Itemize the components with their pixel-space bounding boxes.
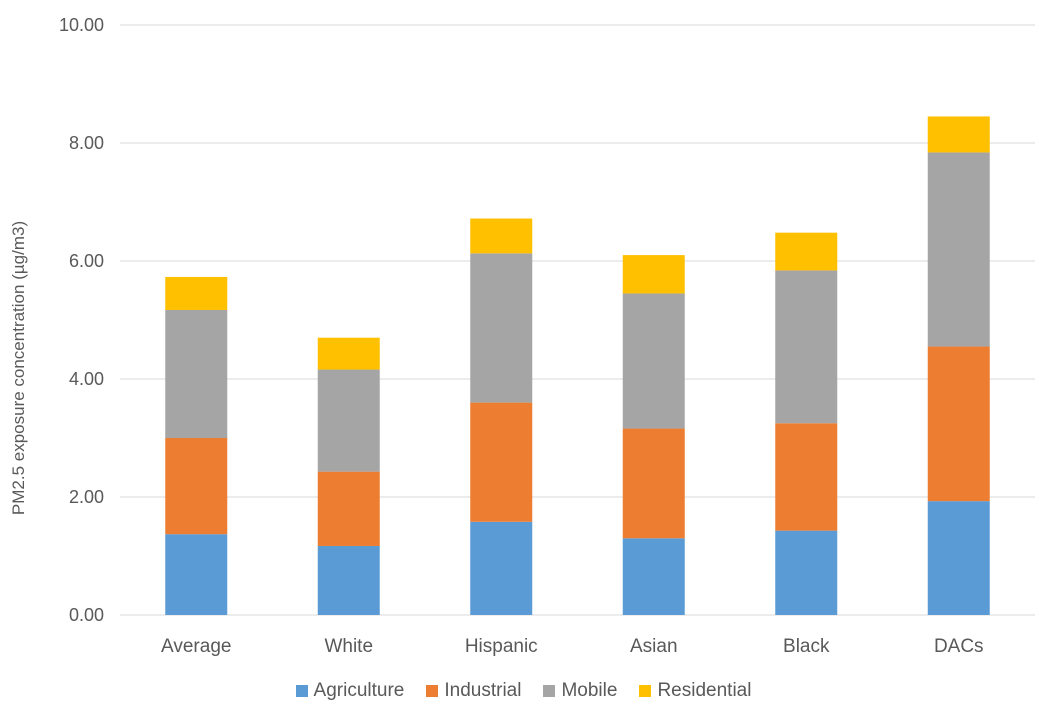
legend-label: Mobile <box>561 680 618 701</box>
bar-segment-industrial-black <box>775 423 838 531</box>
bar-segment-agriculture-white <box>317 545 380 615</box>
stacked-bar-chart: 0.00 2.00 4.00 6.00 8.00 10.00 Average White Hi… <box>9 15 1035 657</box>
bar-segment-residential-asian <box>622 255 685 294</box>
y-tick-label: 0.00 <box>69 605 104 625</box>
x-category-label: Average <box>161 636 231 657</box>
y-tick-label: 4.00 <box>69 369 104 389</box>
x-category-label: Hispanic <box>465 636 538 657</box>
bar-segment-residential-white <box>317 337 380 370</box>
x-axis-category-labels: Average White Hispanic Asian Black DACs <box>161 636 984 657</box>
legend-item-mobile: Mobile <box>543 680 617 702</box>
legend-swatch <box>295 685 308 697</box>
bar-segment-mobile-asian <box>622 293 685 429</box>
x-category-label: White <box>324 636 373 657</box>
y-tick-label: 6.00 <box>69 251 104 271</box>
legend-swatch <box>426 685 439 697</box>
gridlines <box>120 24 1035 616</box>
bar-segment-agriculture-average <box>165 534 228 615</box>
y-tick-label: 8.00 <box>69 133 104 153</box>
y-tick-label: 2.00 <box>69 487 104 507</box>
x-category-label: Black <box>783 636 830 657</box>
bar-segment-mobile-dacs <box>927 152 990 347</box>
x-category-label: DACs <box>934 636 984 657</box>
bar-segment-mobile-average <box>165 309 228 438</box>
legend-swatch <box>639 685 652 697</box>
legend-label: Agriculture <box>313 680 405 701</box>
bar-segment-mobile-hispanic <box>470 253 533 403</box>
bar-segment-agriculture-hispanic <box>470 521 533 615</box>
bar-segment-agriculture-asian <box>622 538 685 615</box>
legend-item-agriculture: Agriculture <box>295 680 405 702</box>
bar-segment-industrial-asian <box>622 428 685 539</box>
bars <box>165 116 990 615</box>
y-axis-title: PM2.5 exposure concentration (µg/m3) <box>9 221 28 515</box>
legend-item-residential: Residential <box>639 680 751 702</box>
bar-segment-residential-black <box>775 232 838 271</box>
legend-item-industrial: Industrial <box>426 680 521 702</box>
bar-segment-agriculture-black <box>775 530 838 615</box>
legend: Agriculture Industrial Mobile Residential <box>0 680 1047 702</box>
bar-segment-industrial-hispanic <box>470 402 533 522</box>
bar-segment-industrial-white <box>317 471 380 546</box>
bar-segment-agriculture-dacs <box>927 501 990 615</box>
legend-label: Industrial <box>444 680 522 701</box>
bar-segment-mobile-white <box>317 369 380 472</box>
bar-segment-residential-hispanic <box>470 218 533 254</box>
y-axis-tick-labels: 0.00 2.00 4.00 6.00 8.00 10.00 <box>59 15 104 625</box>
y-tick-label: 10.00 <box>59 15 104 35</box>
bar-segment-mobile-black <box>775 270 838 424</box>
bar-segment-residential-average <box>165 276 228 310</box>
x-category-label: Asian <box>630 636 678 657</box>
legend-label: Residential <box>657 680 752 701</box>
bar-segment-industrial-dacs <box>927 346 990 502</box>
bar-segment-residential-dacs <box>927 116 990 153</box>
legend-swatch <box>543 685 556 697</box>
bar-segment-industrial-average <box>165 438 228 535</box>
